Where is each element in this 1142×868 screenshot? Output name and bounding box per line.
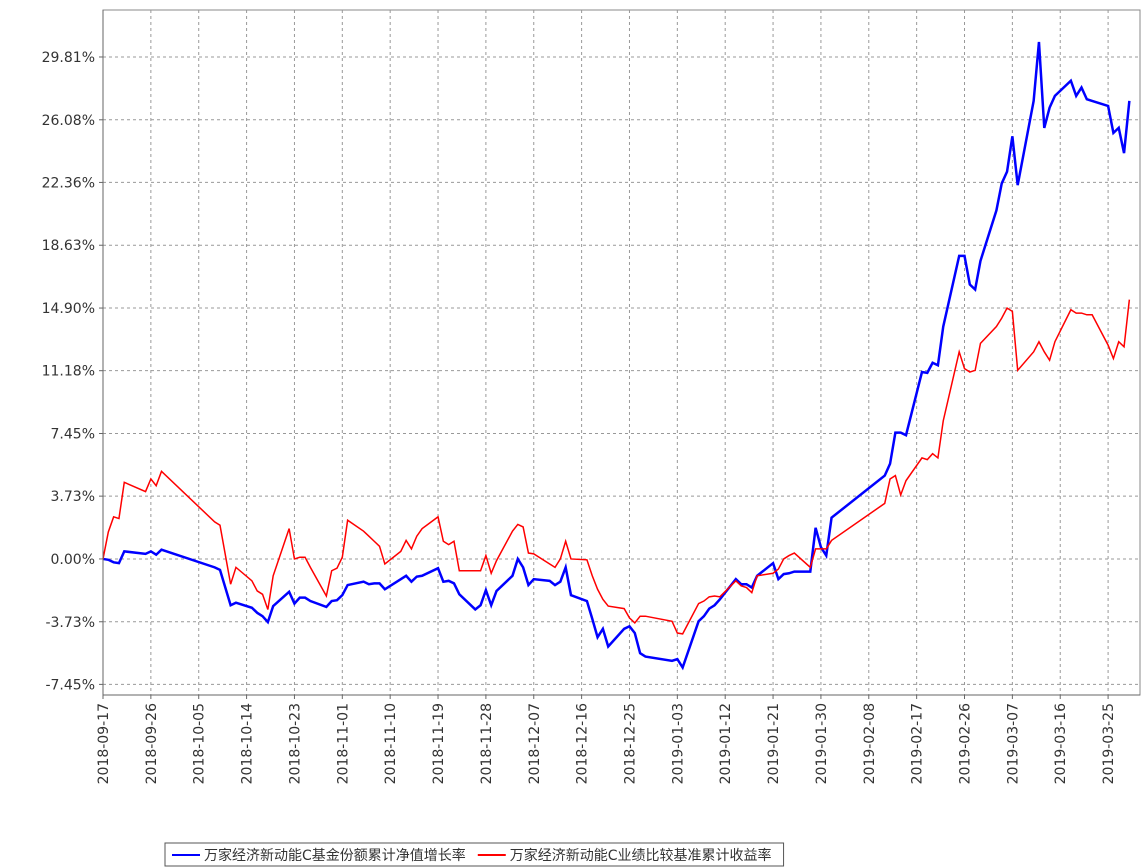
x-tick-label: 2018-11-01 [335, 703, 351, 784]
x-tick-label: 2018-10-23 [287, 703, 303, 784]
x-tick-label: 2018-12-07 [527, 703, 543, 784]
y-tick-label: 14.90% [42, 301, 95, 317]
series-line [102, 41, 1131, 671]
x-tick-label: 2019-03-16 [1053, 703, 1069, 784]
y-tick-label: 0.00% [51, 552, 95, 568]
series-line [102, 299, 1131, 635]
x-tick-label: 2019-01-30 [814, 703, 830, 784]
x-tick-label: 2018-11-28 [479, 703, 495, 784]
x-tick-label: 2019-03-07 [1005, 703, 1021, 784]
x-tick-label: 2019-01-03 [670, 703, 686, 784]
y-tick-label: 18.63% [42, 238, 95, 254]
x-tick-label: 2019-02-17 [910, 703, 926, 784]
y-tick-label: 7.45% [51, 426, 95, 442]
x-tick-label: 2019-01-21 [766, 703, 782, 784]
x-tick-label: 2018-12-16 [575, 703, 591, 784]
x-tick-label: 2018-10-14 [240, 703, 256, 784]
x-tick-label: 2019-03-25 [1101, 703, 1117, 784]
x-tick-label: 2018-12-25 [622, 703, 638, 784]
x-tick-label: 2018-09-26 [144, 703, 160, 784]
y-tick-label: 22.36% [42, 175, 95, 191]
x-tick-label: 2019-02-08 [862, 703, 878, 784]
legend: 万家经济新动能C基金份额累计净值增长率 万家经济新动能C业绩比较基准累计收益率 [164, 842, 785, 867]
x-tick-label: 2018-11-19 [431, 703, 447, 784]
legend-label: 万家经济新动能C业绩比较基准累计收益率 [510, 847, 772, 864]
y-tick-label: -3.73% [45, 615, 95, 631]
x-tick-label: 2019-01-12 [718, 703, 734, 784]
y-tick-label: 11.18% [42, 364, 95, 380]
plot-area [102, 9, 1141, 696]
x-tick-label: 2018-10-05 [192, 703, 208, 784]
y-tick-label: 26.08% [42, 113, 95, 129]
legend-label: 万家经济新动能C基金份额累计净值增长率 [204, 847, 466, 864]
y-tick-label: 3.73% [51, 489, 95, 505]
x-tick-label: 2019-02-26 [958, 703, 974, 784]
x-tick-label: 2018-09-17 [96, 703, 112, 784]
x-tick-label: 2018-11-10 [383, 703, 399, 784]
y-tick-label: -7.45% [45, 677, 95, 693]
legend-box [164, 842, 785, 867]
y-tick-label: 29.81% [42, 50, 95, 66]
